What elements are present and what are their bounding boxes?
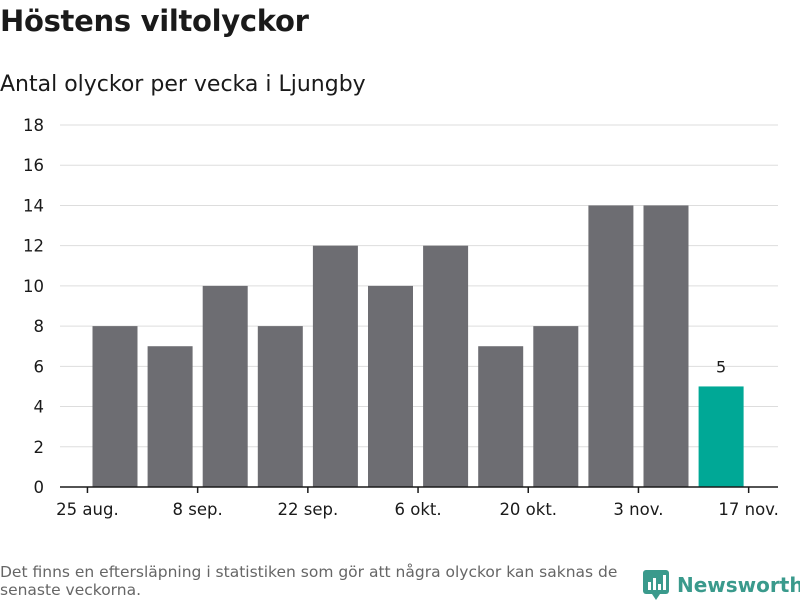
bar	[147, 346, 193, 487]
newsworthy-logo-icon	[643, 570, 669, 600]
bar	[478, 346, 524, 487]
x-tick-label: 6 okt.	[394, 500, 441, 519]
bar	[202, 285, 248, 487]
bar	[312, 245, 358, 487]
x-tick-label: 8 sep.	[173, 500, 223, 519]
y-tick-label: 14	[23, 196, 44, 215]
x-tick-label: 17 nov.	[718, 500, 779, 519]
y-tick-label: 10	[23, 277, 44, 296]
bar	[643, 205, 689, 487]
y-tick-label: 4	[34, 398, 45, 417]
bar-highlighted	[698, 386, 744, 487]
x-tick-label: 3 nov.	[613, 500, 663, 519]
bar	[588, 205, 634, 487]
y-tick-label: 8	[34, 317, 45, 336]
y-tick-label: 12	[23, 237, 44, 256]
x-tick-label: 22 sep.	[277, 500, 338, 519]
brand-name: Newsworthy	[677, 573, 800, 597]
y-tick-label: 6	[34, 357, 45, 376]
bar	[257, 326, 303, 487]
footnote: Det finns en eftersläpning i statistiken…	[0, 563, 618, 599]
y-tick-label: 16	[23, 156, 44, 175]
bar	[533, 326, 579, 487]
chart-title: Höstens viltolyckor	[0, 4, 309, 38]
bar-chart: 0 2 4 6 8 10 12 14 16 18 5 25 aug. 8 sep. 22 sep. 6 ok…	[23, 116, 779, 519]
x-tick-label: 25 aug.	[56, 500, 119, 519]
x-tick-label: 20 okt.	[499, 500, 557, 519]
brand: Newsworthy	[643, 570, 800, 600]
y-tick-label: 2	[34, 438, 45, 457]
data-label: 5	[716, 357, 726, 376]
bar	[92, 326, 138, 487]
y-tick-label: 18	[23, 116, 44, 135]
bar	[368, 285, 413, 487]
y-tick-label: 0	[34, 478, 45, 497]
bar	[423, 245, 469, 487]
chart-subtitle: Antal olyckor per vecka i Ljungby	[0, 72, 366, 97]
